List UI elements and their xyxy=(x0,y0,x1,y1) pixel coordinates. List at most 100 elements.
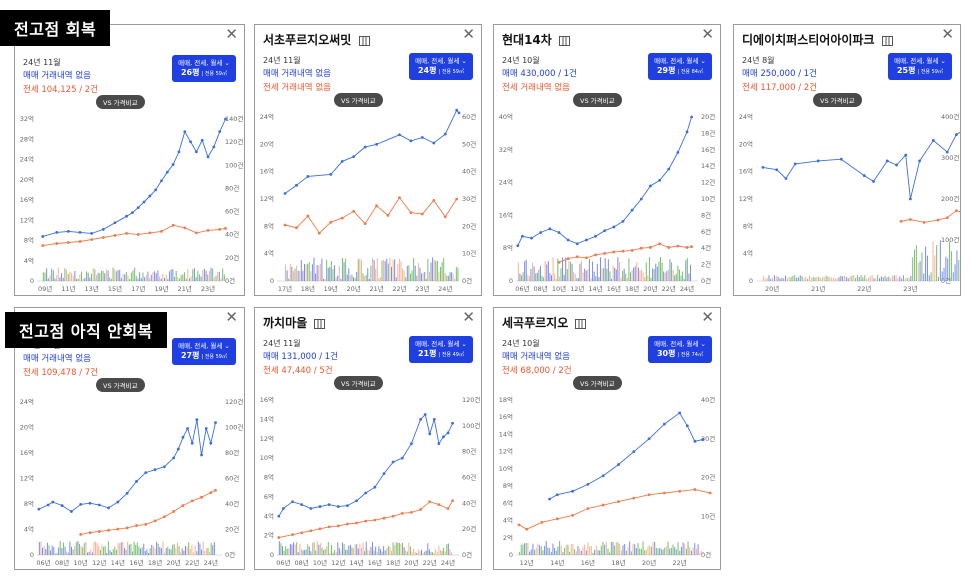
deal-type-filter[interactable]: 매매, 전세, 월세 ⌄ 21평 | 전용 49㎡ xyxy=(409,336,473,363)
rent-price-point xyxy=(190,499,194,503)
apartment-name-label: 까치마을 xyxy=(263,316,308,330)
x-tick-label: 22년 xyxy=(662,284,676,293)
volume-bar xyxy=(372,541,374,555)
volume-bar xyxy=(700,550,702,555)
vs-compare-button[interactable]: VS 가격비교 xyxy=(334,376,383,390)
volume-bar xyxy=(436,260,438,281)
volume-bar xyxy=(370,546,372,555)
map-icon[interactable] xyxy=(881,35,893,46)
volume-bar xyxy=(365,541,367,555)
volume-bar xyxy=(432,552,434,555)
x-tick-label: 24년 xyxy=(441,558,455,567)
x-tick-label: 23년 xyxy=(415,284,429,293)
close-icon[interactable]: ✕ xyxy=(225,308,238,326)
x-tick-label: 21년 xyxy=(369,284,383,293)
close-icon[interactable]: ✕ xyxy=(462,25,475,43)
vs-compare-button[interactable]: VS 가격비교 xyxy=(813,93,862,107)
sale-price-point xyxy=(69,510,73,513)
deal-type-filter[interactable]: 매매, 전세, 월세 ⌄ 26평 | 전용 59㎡ xyxy=(172,55,236,82)
sale-price-point xyxy=(107,506,110,510)
volume-bar xyxy=(297,270,299,281)
volume-bar xyxy=(565,257,567,281)
volume-bar xyxy=(546,264,548,281)
volume-bar xyxy=(85,271,87,281)
vs-compare-button[interactable]: VS 가격비교 xyxy=(96,378,145,392)
apartment-name[interactable]: 서초푸르지오써밋 xyxy=(263,31,370,48)
close-icon[interactable]: ✕ xyxy=(701,25,714,43)
volume-bar xyxy=(447,543,449,555)
volume-bar xyxy=(291,544,293,555)
vs-compare-button[interactable]: VS 가격비교 xyxy=(334,93,383,107)
map-icon[interactable] xyxy=(314,318,326,329)
close-icon[interactable]: ✕ xyxy=(701,308,714,326)
rent-price-point xyxy=(329,220,333,224)
volume-bar xyxy=(620,277,622,281)
volume-bar xyxy=(557,546,559,555)
volume-bar xyxy=(555,278,557,281)
deal-type-filter[interactable]: 매매, 전세, 월세 ⌄ 27평 | 전용 59㎡ xyxy=(172,338,236,365)
deal-type-filter[interactable]: 매매, 전세, 월세 ⌄ 24평 | 전용 59㎡ xyxy=(409,53,473,80)
volume-bar xyxy=(110,278,112,281)
volume-bar xyxy=(77,541,79,555)
x-tick-label: 10년 xyxy=(313,558,327,567)
volume-bar xyxy=(321,258,323,281)
volume-bar xyxy=(348,545,350,555)
volume-bar xyxy=(522,544,524,555)
apartment-name[interactable]: 디에이치퍼스티어아이파크 xyxy=(742,31,893,48)
rent-price-point xyxy=(517,523,521,527)
vs-compare-button[interactable]: VS 가격비교 xyxy=(96,95,145,109)
vs-compare-button[interactable]: VS 가격비교 xyxy=(573,376,622,390)
volume-bar xyxy=(628,258,630,281)
vs-compare-button[interactable]: VS 가격비교 xyxy=(573,93,622,107)
y2-tick-label: 18건 xyxy=(701,128,715,137)
y2-tick-label: 2건 xyxy=(701,260,711,269)
y-tick-label: 16억 xyxy=(20,196,34,204)
size-pyeong: 29평 xyxy=(656,66,676,75)
volume-bar xyxy=(329,552,331,555)
volume-bar xyxy=(293,542,295,555)
close-icon[interactable]: ✕ xyxy=(462,308,475,326)
volume-bar xyxy=(409,546,411,555)
apartment-name[interactable]: 현대14차 xyxy=(502,31,571,48)
volume-bar xyxy=(821,276,823,281)
map-icon[interactable] xyxy=(559,35,571,46)
x-tick-label: 16년 xyxy=(368,558,382,567)
volume-bar xyxy=(438,545,440,555)
volume-bar xyxy=(541,275,543,281)
close-icon[interactable]: ✕ xyxy=(225,25,238,43)
map-icon[interactable] xyxy=(575,318,587,329)
rent-price-point xyxy=(160,229,163,233)
volume-bar xyxy=(387,546,389,555)
volume-bar xyxy=(67,552,69,555)
rent-price-point xyxy=(603,252,607,255)
volume-bar xyxy=(42,272,44,281)
sale-price-point xyxy=(391,460,395,464)
deal-type-filter[interactable]: 매매, 전세, 월세 ⌄ 29평 | 전용 84㎡ xyxy=(648,53,712,80)
y2-tick-label: 120건 xyxy=(225,397,243,406)
volume-bar xyxy=(152,546,154,555)
apartment-name[interactable]: 세곡푸르지오 xyxy=(502,314,587,331)
volume-bar xyxy=(661,262,663,281)
deal-type-filter[interactable]: 매매, 전세, 월세 ⌄ 25평 | 전용 59㎡ xyxy=(888,53,952,80)
x-tick-label: 22년 xyxy=(857,284,871,293)
sale-price-point xyxy=(612,225,616,229)
price-chart: 24억 20억 16억 12억 8억 4억 0 60건 50건 40건 30건 20건 10건 0건 17년… xyxy=(260,108,476,293)
rent-price-point xyxy=(662,491,666,495)
volume-bar xyxy=(77,278,79,281)
rent-price-point xyxy=(135,524,138,527)
volume-bar xyxy=(152,272,154,281)
y-tick-label: 4억 xyxy=(24,257,34,265)
volume-bar xyxy=(685,260,687,281)
volume-bar xyxy=(107,541,109,555)
volume-bar xyxy=(560,545,562,555)
rent-price-point xyxy=(945,216,949,220)
volume-bar xyxy=(294,544,296,555)
volume-bar xyxy=(574,273,576,281)
y-tick-label: 4억 xyxy=(743,250,753,258)
close-icon[interactable]: ✕ xyxy=(941,25,954,43)
map-icon[interactable] xyxy=(358,35,370,46)
deal-type-filter[interactable]: 매매, 전세, 월세 ⌄ 30평 | 전용 74㎡ xyxy=(648,336,712,363)
apartment-name[interactable]: 까치마을 xyxy=(263,314,326,331)
volume-bar xyxy=(70,546,72,555)
volume-bar xyxy=(679,550,681,555)
